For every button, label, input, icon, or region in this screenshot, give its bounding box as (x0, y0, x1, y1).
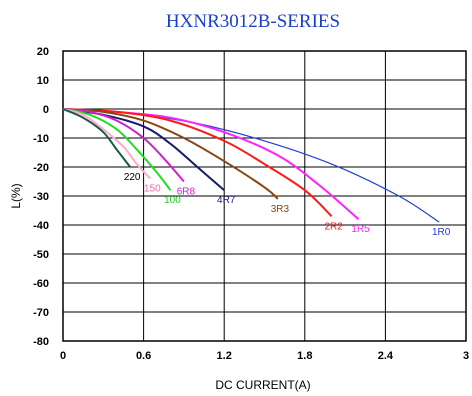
y-tick-label: -80 (33, 336, 49, 348)
grid (62, 50, 467, 342)
y-tick-label: -50 (33, 249, 49, 261)
y-tick-label: 20 (37, 46, 49, 58)
y-axis-label: L(%) (9, 183, 23, 208)
chart-title: HXNR3012B-SERIES (166, 11, 340, 32)
series-label-3R3: 3R3 (271, 204, 290, 215)
y-tick-label: -60 (33, 278, 49, 290)
series-line-220 (62, 108, 131, 168)
series-label-4R7: 4R7 (217, 195, 236, 206)
series-label-6R8: 6R8 (177, 187, 196, 198)
y-tick-label: -10 (33, 133, 49, 145)
series-line-3R3 (62, 108, 279, 200)
series-label-2R2: 2R2 (324, 221, 343, 232)
x-tick-label: 0.6 (136, 350, 151, 362)
y-tick-label: -20 (33, 162, 49, 174)
series-label-1R5: 1R5 (351, 224, 370, 235)
x-tick-label: 1.2 (217, 350, 232, 362)
x-tick-label: 0 (60, 350, 66, 362)
x-tick-label: 3 (463, 350, 469, 362)
series-line-100 (62, 108, 172, 191)
series-lines (62, 108, 440, 223)
y-tick-label: 10 (37, 75, 49, 87)
series-line-2R2 (62, 108, 333, 218)
series-line-1R0 (62, 108, 440, 223)
series-line-6R8 (62, 108, 185, 183)
series-line-1R5 (62, 108, 360, 220)
x-tick-label: 2.4 (378, 350, 394, 362)
y-tick-label: -40 (33, 220, 49, 232)
series-label-1R0: 1R0 (432, 227, 451, 238)
x-tick-label: 1.8 (297, 350, 312, 362)
x-axis-label: DC CURRENT(A) (215, 378, 310, 392)
series-label-100: 100 (164, 195, 181, 206)
y-tick-label: -70 (33, 307, 49, 319)
plot-frame (62, 50, 467, 342)
y-tick-label: -30 (33, 191, 49, 203)
series-line-150 (62, 108, 152, 180)
series-label-150: 150 (144, 184, 161, 195)
series-label-220: 220 (124, 172, 141, 183)
y-tick-label: 0 (43, 104, 49, 116)
